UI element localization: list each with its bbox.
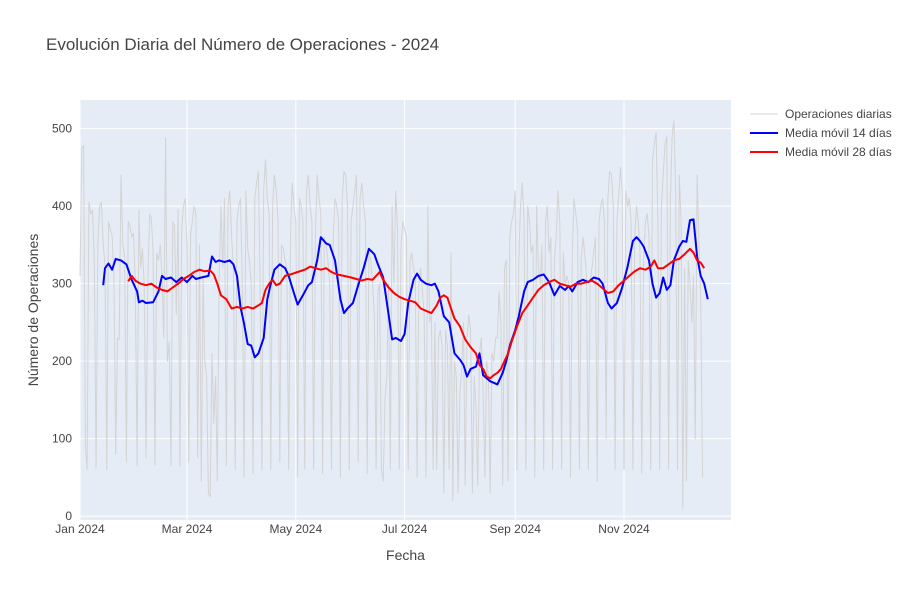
y-tick-label: 0: [65, 509, 72, 523]
y-tick-label: 300: [52, 277, 72, 291]
x-tick-label: Mar 2024: [162, 522, 213, 536]
chart-title: Evolución Diaria del Número de Operacion…: [46, 35, 439, 54]
series-layer: [79, 120, 709, 509]
x-tick-label: Nov 2024: [598, 522, 650, 536]
legend-label: Media móvil 14 días: [785, 126, 892, 140]
legend-item-media-movil-28[interactable]: Media móvil 28 días: [750, 145, 892, 159]
legend-item-media-movil-14[interactable]: Media móvil 14 días: [750, 126, 892, 140]
y-axis-label: Número de Operaciones: [25, 234, 41, 387]
legend-label: Operaciones diarias: [785, 107, 892, 121]
y-axis-ticks: 0 100 200 300 400 500: [52, 122, 72, 523]
y-tick-label: 500: [52, 122, 72, 136]
y-tick-label: 200: [52, 354, 72, 368]
legend[interactable]: Operaciones diarias Media móvil 14 días Me…: [750, 107, 892, 159]
y-tick-label: 100: [52, 432, 72, 446]
x-axis-label: Fecha: [386, 547, 425, 563]
x-tick-label: Jul 2024: [382, 522, 428, 536]
legend-label: Media móvil 28 días: [785, 145, 892, 159]
y-tick-label: 400: [52, 199, 72, 213]
series-line-media-movil-14: [102, 218, 709, 386]
series-line-media-movil-28: [127, 247, 706, 380]
legend-item-operaciones-diarias[interactable]: Operaciones diarias: [750, 107, 892, 121]
x-tick-label: May 2024: [269, 522, 322, 536]
x-tick-label: Sep 2024: [489, 522, 541, 536]
x-tick-label: Jan 2024: [55, 522, 105, 536]
x-axis-ticks: Jan 2024 Mar 2024 May 2024 Jul 2024 Sep 2024…: [55, 522, 650, 536]
